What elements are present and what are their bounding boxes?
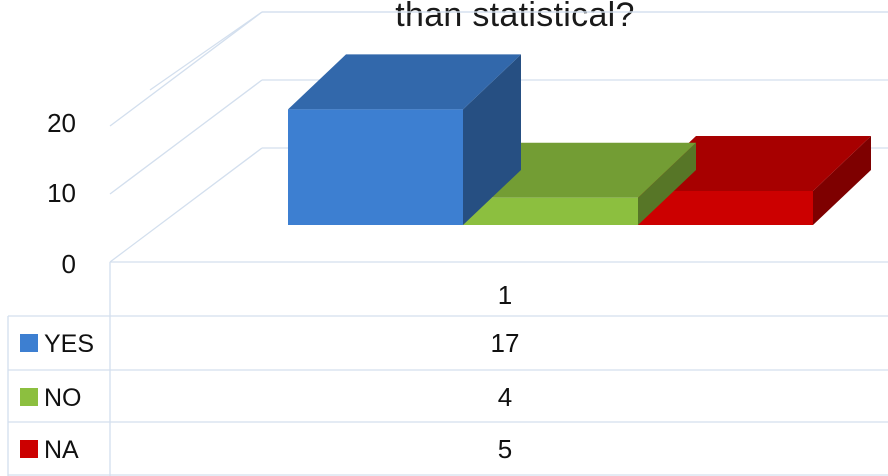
legend-label: NO bbox=[44, 384, 82, 412]
bar-side bbox=[813, 136, 871, 225]
data-table-value: 4 bbox=[498, 382, 512, 412]
chart-title: than statistical? bbox=[395, 0, 635, 34]
gridline-depth bbox=[109, 11, 263, 127]
legend-label: NA bbox=[44, 436, 79, 464]
legend-label: YES bbox=[44, 330, 94, 358]
gridline-depth bbox=[109, 79, 263, 195]
bar-side bbox=[638, 142, 696, 225]
bar-top bbox=[638, 136, 871, 191]
gridline-depth bbox=[109, 147, 263, 263]
data-table-value: 17 bbox=[491, 328, 520, 358]
y-tick-label: 20 bbox=[47, 108, 76, 138]
data-table-value: 5 bbox=[498, 434, 512, 464]
legend-key bbox=[20, 334, 38, 352]
legend-key bbox=[20, 388, 38, 406]
bar-top bbox=[463, 142, 696, 198]
y-tick-label: 10 bbox=[47, 178, 76, 208]
legend-key bbox=[20, 440, 38, 458]
x-category-label: 1 bbox=[498, 280, 512, 310]
bar-side bbox=[463, 54, 521, 226]
bar-top bbox=[288, 54, 521, 110]
bar bbox=[288, 109, 463, 225]
y-tick-label: 0 bbox=[62, 249, 76, 279]
bar bbox=[463, 197, 638, 225]
gridline-depth bbox=[149, 11, 263, 91]
